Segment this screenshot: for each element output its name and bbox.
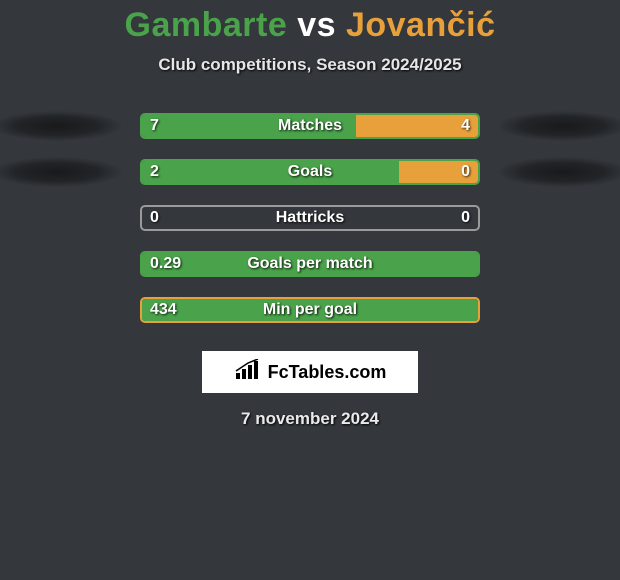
stat-value-left: 0.29	[150, 255, 181, 273]
stat-bar-shell	[140, 251, 480, 277]
comparison-infographic: Gambarte vs Jovančić Club competitions, …	[0, 0, 620, 580]
subtitle: Club competitions, Season 2024/2025	[0, 55, 620, 75]
stat-bar-fill-left	[142, 253, 478, 275]
vs-text: vs	[297, 6, 336, 44]
stat-value-right: 0	[461, 163, 470, 181]
stats-rows: 74Matches20Goals00Hattricks0.29Goals per…	[0, 103, 620, 333]
brand-box: FcTables.com	[202, 351, 418, 393]
headline: Gambarte vs Jovančić	[0, 0, 620, 45]
stat-value-left: 0	[150, 209, 159, 227]
stat-bar-fill-left	[142, 115, 356, 137]
player2-name: Jovančić	[346, 6, 496, 44]
player1-name: Gambarte	[125, 6, 288, 44]
stat-value-right: 0	[461, 209, 470, 227]
player1-shadow	[0, 157, 122, 187]
date-text: 7 november 2024	[0, 409, 620, 429]
stat-value-left: 7	[150, 117, 159, 135]
brand-icon	[234, 359, 262, 386]
stat-value-left: 2	[150, 163, 159, 181]
stat-bar-shell	[140, 159, 480, 185]
stat-bar-shell	[140, 205, 480, 231]
stat-row: 434Min per goal	[0, 287, 620, 333]
stat-value-left: 434	[150, 301, 177, 319]
stat-value-right: 4	[461, 117, 470, 135]
stat-bar-fill-left	[142, 161, 399, 183]
stat-row: 20Goals	[0, 149, 620, 195]
stat-bar-fill-left	[142, 299, 478, 321]
stat-bar-fill-right	[356, 115, 478, 137]
stat-row: 74Matches	[0, 103, 620, 149]
stat-bar-shell	[140, 297, 480, 323]
player2-shadow	[498, 157, 620, 187]
stat-row: 00Hattricks	[0, 195, 620, 241]
stat-bar-shell	[140, 113, 480, 139]
stat-row: 0.29Goals per match	[0, 241, 620, 287]
player1-shadow	[0, 111, 122, 141]
player2-shadow	[498, 111, 620, 141]
brand-text: FcTables.com	[268, 362, 387, 383]
